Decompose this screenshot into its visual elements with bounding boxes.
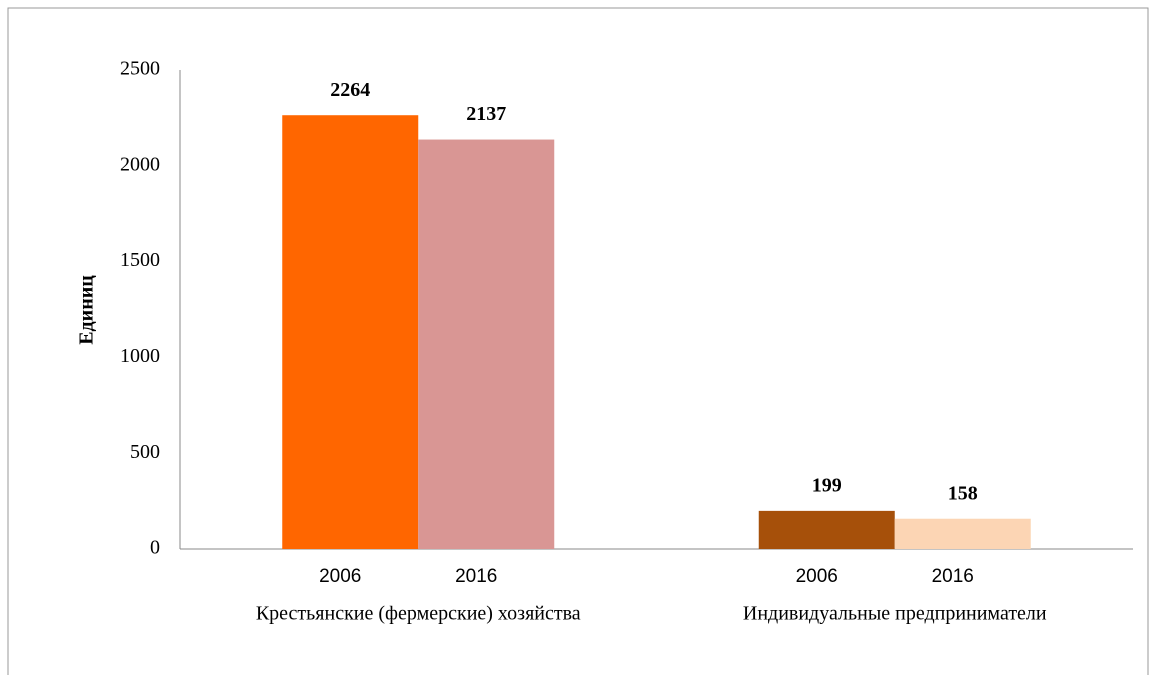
x-tick-label: Индивидуальные предприниматели: [743, 603, 1047, 625]
y-axis-label: Единиц: [76, 275, 98, 345]
y-tick-label: 2500: [120, 58, 160, 80]
value-label: 2137: [466, 103, 506, 125]
bar: [894, 518, 1031, 549]
y-tick-label: 0: [150, 537, 160, 559]
series-label: 2016: [932, 566, 974, 587]
bar: [758, 510, 895, 549]
series-label: 2006: [319, 566, 361, 587]
x-tick-label: Крестьянские (фермерские) хозяйства: [256, 603, 581, 625]
series-label: 2006: [796, 566, 838, 587]
bar: [418, 139, 555, 550]
value-label: 199: [812, 474, 842, 496]
y-tick-label: 2000: [120, 153, 160, 175]
series-label: 2016: [455, 566, 497, 587]
value-label: 2264: [330, 79, 370, 101]
y-tick-label: 1000: [120, 345, 160, 367]
bar: [282, 115, 419, 550]
frame: [7, 7, 1149, 675]
y-tick-label: 1500: [120, 249, 160, 271]
value-label: 158: [948, 482, 978, 504]
y-tick-label: 500: [130, 441, 160, 463]
